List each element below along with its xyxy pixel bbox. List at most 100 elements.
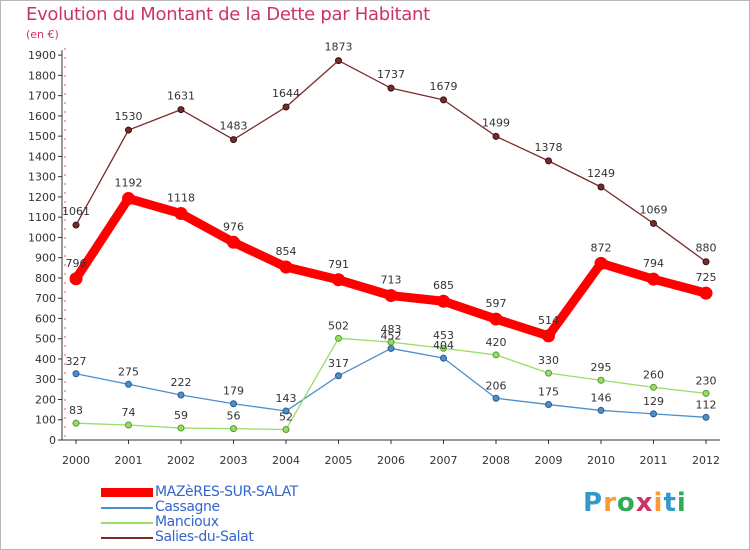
chart-axes: 0 100 200 300 400 500 600 700 800 900 1000 1100 1200… [28,48,720,467]
data-label: 295 [591,361,612,374]
data-label: 1061 [62,205,90,218]
data-label: 317 [328,357,349,370]
y-tick-label: 700 [35,292,56,305]
data-label: 143 [276,392,297,405]
data-label: 129 [643,395,664,408]
x-tick-label: 2007 [430,454,458,467]
series-maz-res-sur-salat [69,192,713,343]
data-point [650,219,657,227]
data-point [174,207,188,221]
data-point [387,338,395,346]
data-label: 452 [381,329,402,342]
data-label: 52 [279,410,293,423]
y-tick-label: 1000 [28,231,56,244]
chart-title: Evolution du Montant de la Dette par Hab… [26,4,430,25]
brand-letter: i [676,488,687,518]
x-tick-label: 2012 [692,454,720,467]
y-tick-label: 1100 [28,211,56,224]
data-point [650,410,657,418]
data-point [332,273,345,287]
y-tick-label: 1300 [28,171,56,184]
brand-letter: x [635,488,654,518]
y-tick-label: 1900 [28,49,56,62]
data-point [230,400,237,408]
data-label: 1873 [325,41,353,54]
chart-unit-label: (en €) [26,28,59,41]
data-point [492,394,500,402]
data-label: 179 [223,385,244,398]
data-label: 1737 [377,68,405,81]
data-label: 453 [433,329,454,342]
data-label: 1644 [272,87,300,100]
data-label: 1249 [587,167,615,180]
data-point [72,419,80,427]
series-cassagne [72,344,710,421]
data-label: 56 [227,410,241,423]
data-point [279,260,293,274]
data-label: 502 [328,319,349,332]
series-mancioux [72,334,710,433]
data-label: 420 [486,336,507,349]
y-tick-label: 400 [35,353,56,366]
data-point [72,370,80,378]
y-tick-label: 0 [49,434,56,447]
data-point [699,286,713,300]
data-point [335,57,342,65]
data-point [545,369,552,377]
data-label: 514 [538,314,559,327]
y-tick-label: 1700 [28,90,56,103]
data-label: 74 [122,406,136,419]
data-point [282,103,290,111]
data-label: 794 [643,257,664,270]
data-point [597,406,605,414]
data-label: 854 [276,245,297,258]
data-label: 713 [381,274,402,287]
y-tick-label: 900 [35,252,56,265]
y-tick-label: 100 [35,414,56,427]
data-label: 146 [591,391,612,404]
data-point [440,354,447,362]
data-label: 327 [66,355,87,368]
data-label: 1192 [115,177,143,190]
y-tick-label: 1500 [28,130,56,143]
data-point [492,132,500,140]
data-point [437,294,450,308]
data-label: 1530 [115,110,143,123]
data-label: 175 [538,386,559,399]
brand-letter: i [653,488,664,518]
x-tick-label: 2009 [535,454,563,467]
y-tick-label: 300 [35,373,56,386]
data-label: 1499 [482,116,510,129]
y-tick-label: 1200 [28,191,56,204]
data-point [597,376,605,384]
y-tick-label: 200 [35,393,56,406]
data-label: 880 [696,242,717,255]
x-tick-label: 2010 [587,454,615,467]
data-label: 83 [69,404,83,417]
data-point [702,389,710,397]
legend-swatch [101,522,153,524]
data-point [597,183,605,191]
y-tick-label: 1800 [28,69,56,82]
data-label: 1679 [430,80,458,93]
brand-letter: o [616,488,636,518]
y-tick-label: 1600 [28,110,56,123]
data-point [282,407,290,415]
x-tick-label: 2004 [272,454,300,467]
data-point [545,157,552,165]
data-label: 230 [696,374,717,387]
y-tick-label: 500 [35,333,56,346]
data-point [542,329,555,343]
x-tick-label: 2008 [482,454,510,467]
y-tick-label: 800 [35,272,56,285]
data-point [440,96,447,104]
data-labels-layer: 327 275 222 179 143 317 452 404 206 175 146 129 112 8… [62,41,717,424]
data-point [440,344,447,352]
data-point [125,380,132,388]
data-label: 483 [381,323,402,336]
data-label: 1069 [640,203,668,216]
data-point [545,401,552,409]
data-label: 796 [66,257,87,270]
data-point [125,421,132,429]
data-label: 1483 [220,120,248,133]
